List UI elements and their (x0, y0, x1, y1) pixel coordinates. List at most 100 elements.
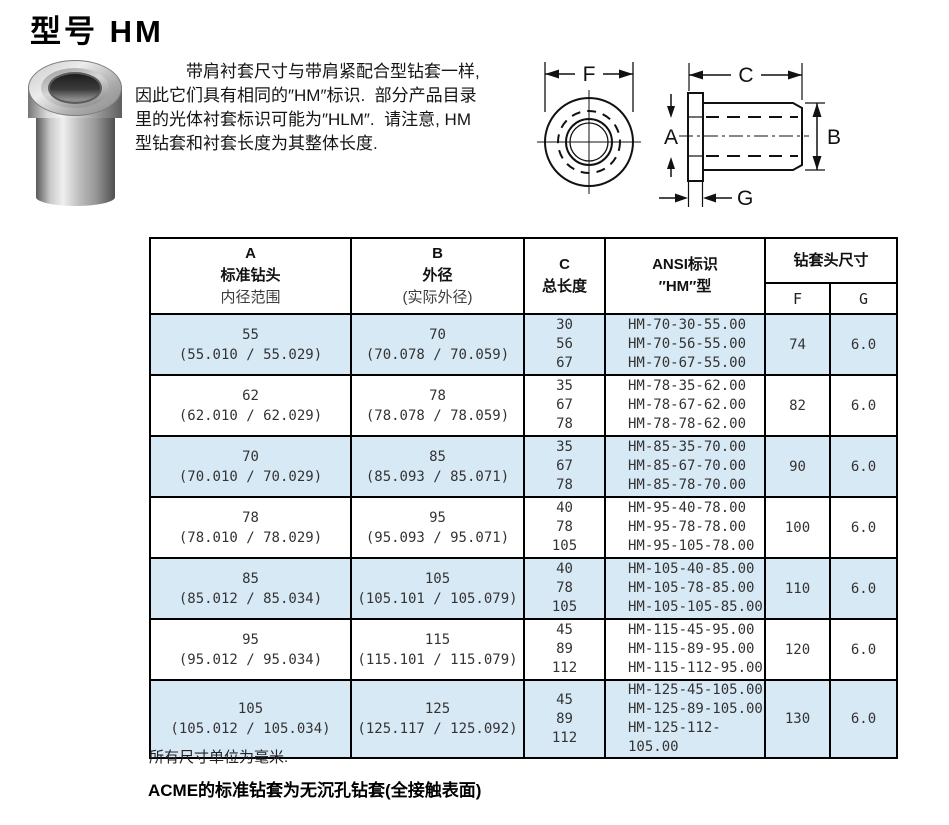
bushing-bore (48, 72, 102, 104)
b-range: (95.093 / 95.071) (365, 529, 510, 546)
g-value: 6.0 (828, 374, 899, 437)
arrow-right-icon (788, 70, 802, 80)
col-header-c: C 总长度 (523, 237, 606, 315)
dim-label-a: A (664, 126, 678, 149)
ansi-code: HM-115-89-95.00 (628, 641, 755, 657)
ansi-code: HM-125-89-105.00 (628, 701, 763, 717)
c-value: 78 (556, 519, 573, 535)
a-nominal: 70 (242, 448, 259, 465)
g-value: 6.0 (828, 313, 899, 376)
c-value: 45 (556, 691, 573, 708)
col-header-g: G (828, 282, 899, 315)
b-range: (105.101 / 105.079) (357, 590, 518, 607)
c-value: 89 (556, 641, 573, 657)
bushing-top-face (28, 60, 122, 116)
c-value: 30 (556, 317, 573, 333)
b-range: (70.078 / 70.059) (365, 346, 510, 363)
g-value: 6.0 (828, 435, 899, 498)
dim-label-f: F (583, 63, 596, 86)
a-nominal: 85 (242, 570, 259, 587)
ansi-code: HM-70-30-55.00 (628, 317, 747, 333)
a-range: (105.012 / 105.034) (170, 721, 331, 737)
acme-note: ACME的标准钻套为无沉孔钻套(全接触表面) (148, 781, 482, 800)
c-value: 112 (551, 729, 578, 746)
c-value: 45 (556, 622, 573, 638)
ansi-code: HM-105-78-85.00 (628, 580, 755, 596)
header-line: 总长度 (541, 278, 587, 295)
intro-line: 里的光体衬套标识可能为″HLM″. 请注意, HM (135, 110, 471, 129)
g-value: 6.0 (828, 557, 899, 620)
g-value: 6.0 (828, 496, 899, 559)
c-value: 78 (556, 416, 573, 432)
ansi-code: HM-85-78-70.00 (628, 477, 747, 493)
dimension-diagram: F C B (537, 62, 841, 210)
a-range: (78.010 / 78.029) (178, 529, 323, 546)
c-value: 105 (551, 599, 578, 615)
c-value: 40 (556, 500, 573, 516)
page-title: 型号 HM (30, 14, 164, 49)
c-value: 40 (556, 561, 573, 577)
table-row: 55 (55.010 / 55.029) 70 (70.078 / 70.059) … (149, 313, 899, 376)
ansi-code: HM-85-67-70.00 (628, 458, 747, 474)
intro-line: 带肩衬套尺寸与带肩紧配合型钻套一样, (186, 62, 480, 81)
c-value: 105 (551, 538, 578, 554)
a-range: (70.010 / 70.029) (178, 468, 323, 485)
header-line: A (245, 245, 256, 262)
a-range: (62.010 / 62.029) (178, 407, 323, 424)
table-row: 78 (78.010 / 78.029) 95 (95.093 / 95.071) … (149, 496, 899, 559)
table-row: 85 (85.012 / 85.034) 105 (105.101 / 105.07… (149, 557, 899, 620)
ansi-code: HM-115-45-95.00 (628, 622, 755, 638)
arrow-down-icon (812, 156, 822, 170)
arrow-down-icon (667, 106, 675, 118)
a-nominal: 55 (242, 326, 259, 343)
table-row: 70 (70.010 / 70.029) 85 (85.093 / 85.071) … (149, 435, 899, 498)
b-nominal: 105 (424, 570, 451, 587)
side-view-diagram: C B A G (659, 63, 841, 210)
table-row: 62 (62.010 / 62.029) 78 (78.078 / 78.059) … (149, 374, 899, 437)
header-line: 内径范围 (220, 289, 281, 306)
c-value: 56 (556, 336, 573, 352)
b-nominal: 125 (424, 701, 451, 717)
ansi-code: HM-70-67-55.00 (628, 355, 747, 371)
g-value: 6.0 (828, 618, 899, 681)
b-range: (125.117 / 125.092) (357, 721, 518, 737)
ansi-code: HM-95-40-78.00 (628, 500, 747, 516)
ansi-code: HM-70-56-55.00 (628, 336, 747, 352)
dim-label-c: C (738, 64, 753, 87)
ansi-code: HM-85-35-70.00 (628, 439, 747, 455)
arrow-right-icon (675, 193, 688, 203)
b-range: (115.101 / 115.079) (357, 651, 518, 668)
c-value: 35 (556, 439, 573, 455)
c-value: 78 (556, 477, 573, 493)
ansi-code: HM-78-67-62.00 (628, 397, 747, 413)
header-line: C (559, 256, 570, 273)
f-value: 120 (764, 618, 831, 681)
header-line: 标准钻头 (220, 267, 281, 284)
b-range: (78.078 / 78.059) (365, 407, 510, 424)
intro-line: 型钻套和衬套长度为其整体长度. (135, 134, 378, 153)
spec-table: A 标准钻头 内径范围 B 外径 (实际外径) C 总长度 ANSI标识 ″HM… (149, 237, 899, 759)
dim-label-g: G (737, 187, 753, 210)
f-value: 82 (764, 374, 831, 437)
c-value: 89 (556, 710, 573, 727)
c-value: 67 (556, 397, 573, 413)
ansi-code: HM-78-78-62.00 (628, 416, 747, 432)
b-nominal: 95 (429, 509, 446, 526)
arrow-left-icon (545, 69, 559, 79)
a-nominal: 95 (242, 631, 259, 648)
ansi-code: HM-105-105-85.00 (628, 599, 763, 615)
header-line: 钻套头尺寸 (793, 251, 869, 269)
col-header-a: A 标准钻头 内径范围 (149, 237, 352, 315)
b-nominal: 85 (429, 448, 446, 465)
table-row: 105 (105.012 / 105.034) 125 (125.117 / 125… (149, 679, 899, 759)
header-line: (实际外径) (402, 289, 473, 306)
col-header-b: B 外径 (实际外径) (350, 237, 525, 315)
ansi-code: HM-125-112-105.00 (628, 720, 721, 755)
c-value: 35 (556, 378, 573, 394)
f-value: 74 (764, 313, 831, 376)
f-value: 130 (764, 679, 831, 759)
header-line: ANSI标识 (652, 256, 718, 273)
b-nominal: 115 (424, 631, 451, 648)
a-nominal: 78 (242, 509, 259, 526)
